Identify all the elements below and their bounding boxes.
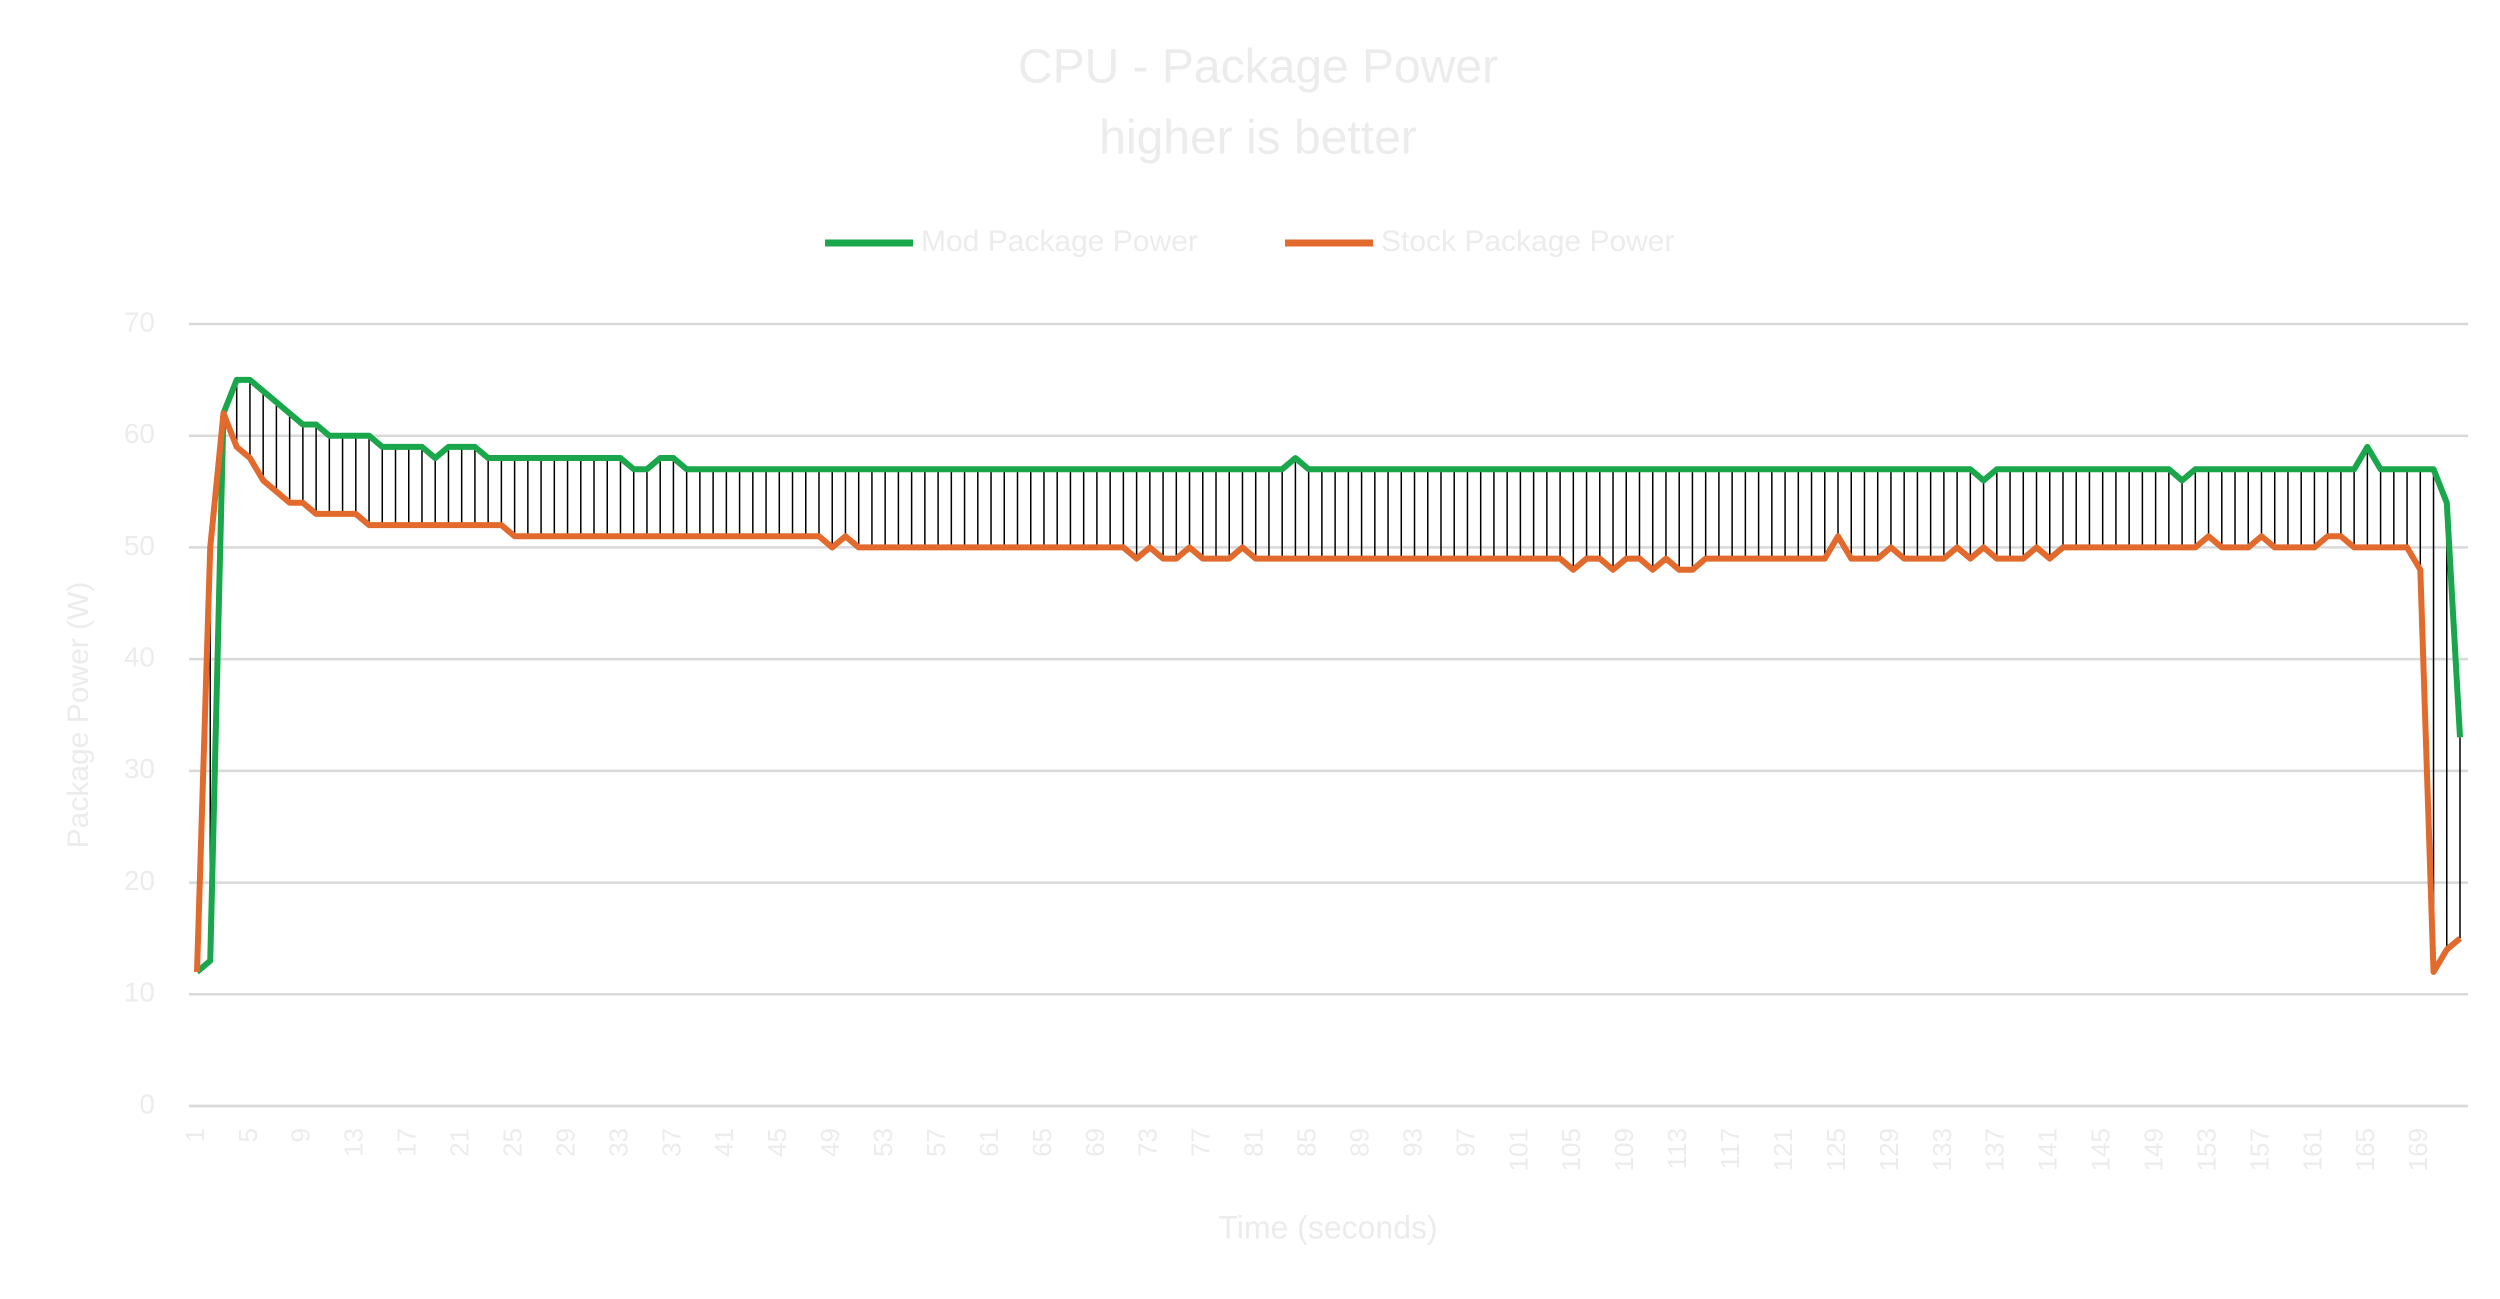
x-tick-label: 105 xyxy=(1556,1128,1586,1171)
x-tick-label: 169 xyxy=(2403,1128,2433,1171)
y-tick-label: 60 xyxy=(124,418,155,449)
x-tick-label: 65 xyxy=(1027,1128,1057,1157)
y-tick-label: 50 xyxy=(124,530,155,561)
legend-label: Stock Package Power xyxy=(1381,225,1674,258)
y-tick-label: 20 xyxy=(124,865,155,896)
y-tick-label: 30 xyxy=(124,753,155,784)
x-tick-label: 77 xyxy=(1186,1128,1216,1157)
x-tick-label: 125 xyxy=(1821,1128,1851,1171)
x-tick-label: 61 xyxy=(974,1128,1004,1157)
x-tick-label: 73 xyxy=(1133,1128,1163,1157)
x-tick-label: 145 xyxy=(2086,1128,2116,1171)
x-tick-label: 97 xyxy=(1450,1128,1480,1157)
x-tick-label: 17 xyxy=(392,1128,422,1157)
x-tick-label: 161 xyxy=(2297,1128,2327,1171)
x-tick-label: 153 xyxy=(2191,1128,2221,1171)
x-tick-label: 9 xyxy=(286,1128,316,1142)
y-tick-label: 10 xyxy=(124,977,155,1008)
legend-label: Mod Package Power xyxy=(921,225,1198,258)
x-tick-label: 101 xyxy=(1503,1128,1533,1171)
y-tick-label: 40 xyxy=(124,642,155,673)
chart-subtitle: higher is better xyxy=(1099,112,1417,165)
x-tick-label: 121 xyxy=(1768,1128,1798,1171)
x-tick-label: 1 xyxy=(180,1128,210,1142)
x-tick-label: 21 xyxy=(445,1128,475,1157)
chart-title: CPU - Package Power xyxy=(1018,41,1498,94)
x-tick-label: 141 xyxy=(2033,1128,2063,1171)
x-tick-label: 165 xyxy=(2350,1128,2380,1171)
x-tick-label: 53 xyxy=(868,1128,898,1157)
x-tick-label: 85 xyxy=(1292,1128,1322,1157)
x-tick-label: 33 xyxy=(603,1128,633,1157)
x-tick-label: 57 xyxy=(921,1128,951,1157)
x-tick-label: 157 xyxy=(2244,1128,2274,1171)
x-tick-label: 13 xyxy=(339,1128,369,1157)
y-tick-label: 0 xyxy=(139,1088,155,1119)
x-tick-label: 29 xyxy=(550,1128,580,1157)
x-tick-label: 41 xyxy=(709,1128,739,1157)
x-tick-label: 149 xyxy=(2138,1128,2168,1171)
x-tick-label: 49 xyxy=(815,1128,845,1157)
x-tick-label: 89 xyxy=(1344,1128,1374,1157)
x-axis-title: Time (seconds) xyxy=(1218,1209,1437,1245)
x-tick-label: 109 xyxy=(1609,1128,1639,1171)
series-line xyxy=(194,410,2462,975)
x-tick-label: 129 xyxy=(1874,1128,1904,1171)
x-tick-label: 133 xyxy=(1927,1128,1957,1171)
x-tick-label: 137 xyxy=(1980,1128,2010,1171)
x-tick-label: 69 xyxy=(1080,1128,1110,1157)
y-axis-title: Package Power (W) xyxy=(62,582,95,849)
x-tick-label: 25 xyxy=(497,1128,527,1157)
x-tick-label: 113 xyxy=(1662,1128,1692,1169)
x-tick-label: 5 xyxy=(233,1128,263,1142)
x-tick-label: 93 xyxy=(1397,1128,1427,1157)
series-line xyxy=(195,376,2463,975)
x-tick-label: 37 xyxy=(656,1128,686,1157)
y-tick-label: 70 xyxy=(124,306,155,337)
x-tick-label: 81 xyxy=(1239,1128,1269,1157)
x-tick-label: 45 xyxy=(762,1128,792,1157)
x-tick-label: 117 xyxy=(1715,1128,1745,1169)
